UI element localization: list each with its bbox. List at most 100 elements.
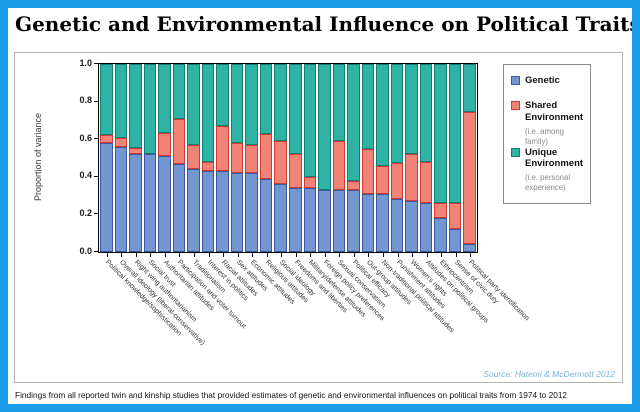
bar-segment-genetic	[405, 201, 418, 252]
x-tick-mark	[339, 252, 341, 257]
bar-segment-unique	[129, 64, 142, 148]
bar-segment-genetic	[318, 190, 331, 252]
chart-figure: Proportion of variance 0.0 0.2 0.4 0.6 0.8 1.…	[14, 52, 623, 383]
x-tick-mark	[324, 252, 326, 257]
x-tick-mark	[353, 252, 355, 257]
bar-segment-unique	[158, 64, 171, 133]
bar-segment-shared	[463, 112, 476, 244]
bar-segment-genetic	[216, 171, 229, 252]
page-title: Genetic and Environmental Influence on P…	[15, 12, 640, 36]
bar-segment-shared	[187, 145, 200, 169]
bar-segment-shared	[158, 133, 171, 156]
x-tick-mark	[194, 252, 195, 257]
y-tick-mark	[94, 251, 98, 252]
bar-segment-unique	[289, 64, 302, 154]
bar-segment-genetic	[434, 218, 447, 252]
bar-segment-unique	[332, 64, 346, 141]
bar-segment-unique	[230, 64, 244, 143]
bar-segment-shared	[216, 126, 229, 171]
x-tick-mark	[135, 252, 137, 257]
y-tick-mark	[94, 175, 98, 177]
x-tick-mark	[441, 252, 443, 257]
legend-item-unique: Unique Environment	[511, 147, 585, 170]
bar-segment-genetic	[463, 244, 476, 252]
bar-segment-genetic	[114, 147, 128, 252]
legend-item-shared: Shared Environment	[511, 100, 585, 123]
bar-segment-genetic	[201, 171, 215, 252]
y-tick-label: 0.2	[79, 207, 92, 218]
x-tick-mark	[106, 252, 108, 257]
legend-note-shared: (i.e. among family)	[525, 127, 565, 146]
bar-segment-genetic	[100, 143, 113, 252]
bar-segment-unique	[100, 64, 113, 135]
shared-swatch-icon	[511, 101, 520, 111]
bar-segment-genetic	[347, 190, 360, 252]
bar-segment-unique	[347, 64, 360, 181]
bar-segment-unique	[143, 64, 157, 154]
x-tick-mark	[397, 252, 399, 257]
bar-segment-unique	[114, 64, 128, 138]
legend-item-genetic: Genetic	[511, 75, 585, 86]
y-tick-label: 0.0	[79, 245, 92, 256]
bar-segment-unique	[434, 64, 447, 203]
bar-segment-shared	[230, 143, 244, 173]
bar-segment-shared	[376, 166, 389, 194]
legend-label-genetic: Genetic	[525, 75, 560, 86]
x-tick-mark	[412, 252, 414, 257]
y-tick-label: 0.6	[79, 132, 92, 143]
bar-segment-shared	[274, 141, 287, 184]
bar-segment-unique	[376, 64, 389, 166]
bar-segment-genetic	[332, 190, 346, 252]
x-tick-mark	[383, 252, 384, 257]
x-tick-mark	[121, 252, 123, 257]
x-tick-mark	[223, 252, 225, 257]
bar-segment-unique	[172, 64, 186, 119]
x-tick-mark	[310, 252, 312, 257]
y-axis-label: Proportion of variance	[33, 112, 43, 202]
bar-segment-genetic	[158, 156, 171, 252]
bar-segment-genetic	[129, 154, 142, 252]
bar-segment-genetic	[419, 203, 433, 252]
bar-segment-unique	[303, 64, 317, 177]
x-tick-mark	[295, 252, 297, 257]
figure-caption: Findings from all reported twin and kins…	[15, 390, 568, 400]
y-tick-mark	[94, 63, 98, 64]
source-credit: Source: Hatemi & McDermott 2012	[483, 369, 615, 379]
bar-segment-unique	[448, 64, 462, 203]
bar-segment-genetic	[172, 164, 186, 252]
x-tick-mark	[237, 252, 239, 257]
bar-segment-shared	[129, 148, 142, 154]
bar-segment-genetic	[143, 154, 157, 252]
bar-segment-unique	[245, 64, 258, 145]
y-tick-mark	[94, 138, 98, 140]
bar-segment-shared	[434, 203, 447, 218]
x-tick-mark	[470, 252, 472, 257]
bar-segment-unique	[216, 64, 229, 126]
x-tick-mark	[179, 252, 181, 257]
x-tick-mark	[164, 252, 166, 257]
bar-segment-genetic	[390, 199, 404, 252]
bar-segment-shared	[100, 135, 113, 143]
x-tick-mark	[252, 252, 254, 257]
bar-segment-shared	[361, 149, 375, 194]
unique-swatch-icon	[511, 147, 520, 157]
legend-label-shared: Shared Environment	[525, 100, 584, 123]
x-tick-mark	[150, 252, 152, 257]
bar-segment-genetic	[303, 188, 317, 252]
bar-segment-shared	[419, 162, 433, 203]
bar-segment-unique	[390, 64, 404, 163]
bar-segment-genetic	[376, 194, 389, 252]
bar-segment-unique	[274, 64, 287, 141]
bar-segment-unique	[201, 64, 215, 162]
bar-segment-genetic	[361, 194, 375, 252]
bar-segment-unique	[318, 64, 331, 190]
bar-segment-shared	[448, 203, 462, 229]
x-tick-mark	[426, 252, 428, 257]
x-tick-mark	[455, 252, 457, 257]
bar-segment-shared	[245, 145, 258, 173]
bar-segment-genetic	[259, 179, 273, 252]
bar-segment-unique	[463, 64, 476, 112]
x-tick-mark	[368, 252, 370, 257]
plot-area	[98, 63, 478, 253]
